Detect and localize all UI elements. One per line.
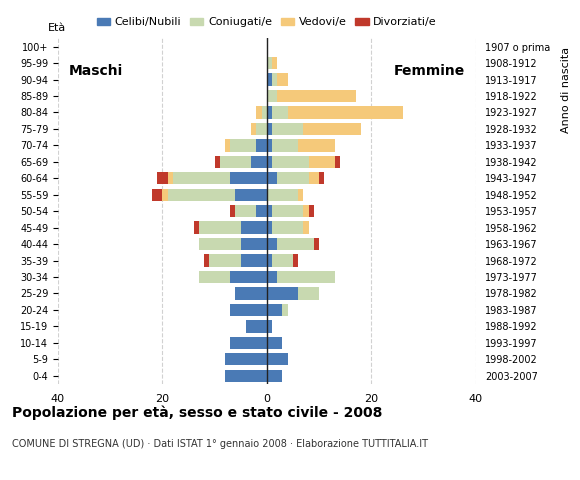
Bar [204, 254, 209, 267]
Bar [267, 304, 282, 316]
Bar [241, 221, 267, 234]
Bar [267, 320, 272, 333]
Bar [256, 205, 267, 217]
Bar [309, 205, 314, 217]
Bar [230, 139, 256, 152]
Legend: Celibi/Nubili, Coniugati/e, Vedovi/e, Divorziati/e: Celibi/Nubili, Coniugati/e, Vedovi/e, Di… [92, 13, 441, 32]
Bar [267, 288, 298, 300]
Text: Popolazione per età, sesso e stato civile - 2008: Popolazione per età, sesso e stato civil… [12, 406, 382, 420]
Bar [267, 370, 282, 382]
Bar [230, 205, 235, 217]
Bar [225, 353, 267, 365]
Bar [220, 156, 251, 168]
Bar [225, 370, 267, 382]
Bar [267, 353, 288, 365]
Bar [267, 189, 298, 201]
Bar [246, 320, 267, 333]
Bar [157, 172, 168, 184]
Bar [256, 106, 262, 119]
Bar [309, 156, 335, 168]
Bar [303, 205, 309, 217]
Bar [277, 238, 314, 250]
Text: Anno di nascita: Anno di nascita [561, 47, 571, 133]
Bar [277, 73, 288, 86]
Bar [225, 139, 230, 152]
Bar [303, 123, 361, 135]
Bar [309, 172, 319, 184]
Bar [168, 189, 235, 201]
Bar [282, 304, 288, 316]
Bar [314, 238, 319, 250]
Bar [272, 254, 293, 267]
Bar [251, 156, 267, 168]
Text: Età: Età [48, 24, 66, 34]
Bar [235, 205, 256, 217]
Bar [272, 73, 277, 86]
Bar [267, 205, 272, 217]
Bar [319, 172, 324, 184]
Bar [272, 106, 288, 119]
Bar [199, 271, 230, 283]
Bar [267, 156, 272, 168]
Bar [288, 106, 403, 119]
Bar [267, 57, 272, 69]
Bar [241, 254, 267, 267]
Bar [303, 221, 309, 234]
Bar [267, 271, 277, 283]
Bar [235, 189, 267, 201]
Bar [298, 189, 303, 201]
Bar [152, 189, 162, 201]
Bar [215, 156, 220, 168]
Bar [209, 254, 241, 267]
Bar [272, 221, 303, 234]
Bar [173, 172, 230, 184]
Bar [277, 271, 335, 283]
Bar [277, 90, 356, 102]
Bar [199, 221, 241, 234]
Bar [272, 123, 303, 135]
Text: Maschi: Maschi [68, 64, 123, 78]
Bar [251, 123, 256, 135]
Bar [168, 172, 173, 184]
Bar [272, 205, 303, 217]
Bar [298, 288, 319, 300]
Text: Femmine: Femmine [394, 64, 465, 78]
Bar [262, 106, 267, 119]
Bar [267, 336, 282, 349]
Bar [230, 271, 267, 283]
Bar [267, 123, 272, 135]
Bar [256, 139, 267, 152]
Bar [267, 139, 272, 152]
Bar [272, 139, 298, 152]
Bar [199, 238, 241, 250]
Bar [230, 336, 267, 349]
Bar [272, 156, 309, 168]
Bar [298, 139, 335, 152]
Text: COMUNE DI STREGNA (UD) · Dati ISTAT 1° gennaio 2008 · Elaborazione TUTTITALIA.IT: COMUNE DI STREGNA (UD) · Dati ISTAT 1° g… [12, 439, 427, 449]
Bar [277, 172, 309, 184]
Bar [256, 123, 267, 135]
Bar [235, 288, 267, 300]
Bar [293, 254, 298, 267]
Bar [230, 172, 267, 184]
Bar [267, 238, 277, 250]
Bar [267, 106, 272, 119]
Bar [230, 304, 267, 316]
Bar [267, 172, 277, 184]
Bar [267, 73, 272, 86]
Bar [267, 90, 277, 102]
Bar [162, 189, 168, 201]
Bar [267, 254, 272, 267]
Bar [267, 221, 272, 234]
Bar [335, 156, 340, 168]
Bar [272, 57, 277, 69]
Bar [241, 238, 267, 250]
Bar [194, 221, 199, 234]
